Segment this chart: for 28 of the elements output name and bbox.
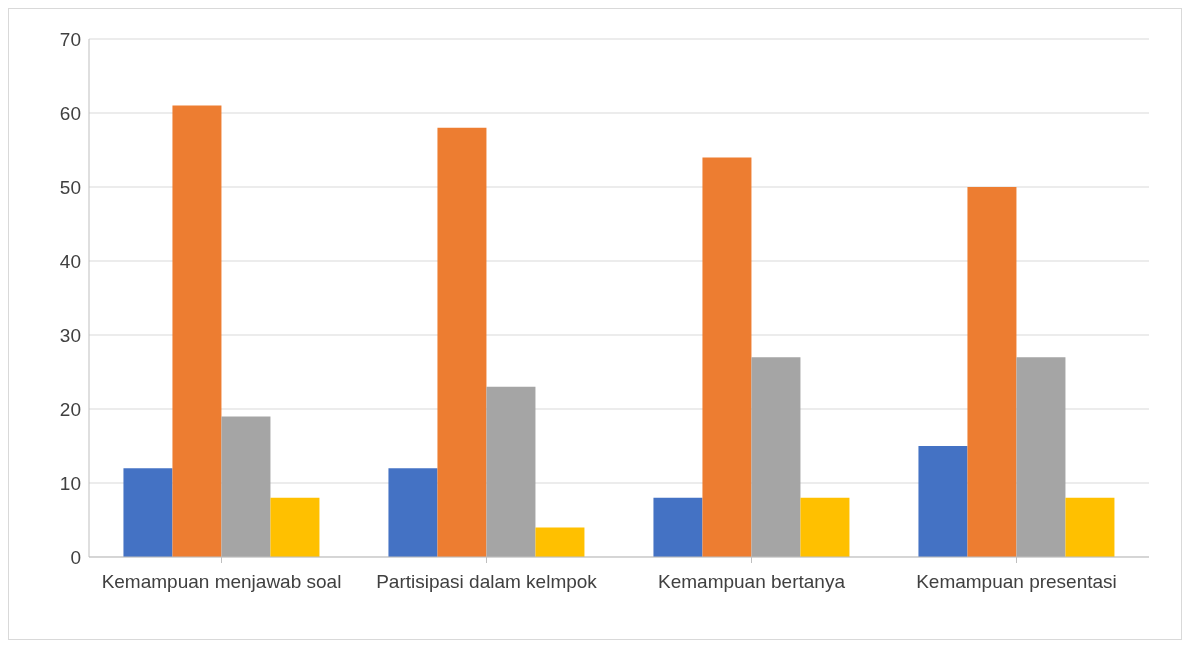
bar [751,357,801,557]
y-tick-label: 20 [59,398,81,420]
y-tick-label: 0 [70,546,81,568]
y-tick-label: 40 [59,250,81,272]
y-tick-label: 60 [59,102,81,124]
bar [702,157,752,557]
y-tick-label: 30 [59,324,81,346]
bar [172,105,222,557]
bar [388,468,438,557]
bar [653,497,703,557]
x-tick-label: Partisipasi dalam kelmpok [376,571,598,593]
bar [437,127,487,557]
y-tick-label: 70 [59,28,81,50]
bar [967,187,1017,557]
y-tick-label: 10 [59,472,81,494]
bar [535,527,585,557]
x-tick-label: Kemampuan bertanya [658,571,846,593]
x-tick-label: Kemampuan menjawab soal [101,571,342,593]
y-tick-label: 50 [59,176,81,198]
bar [918,446,968,557]
x-tick-label: Kemampuan presentasi [916,571,1117,593]
bar [486,386,536,557]
bar [123,468,173,557]
bar [270,497,320,557]
bar [800,497,850,557]
bar [1065,497,1115,557]
bar [221,416,271,557]
bar [1016,357,1066,557]
